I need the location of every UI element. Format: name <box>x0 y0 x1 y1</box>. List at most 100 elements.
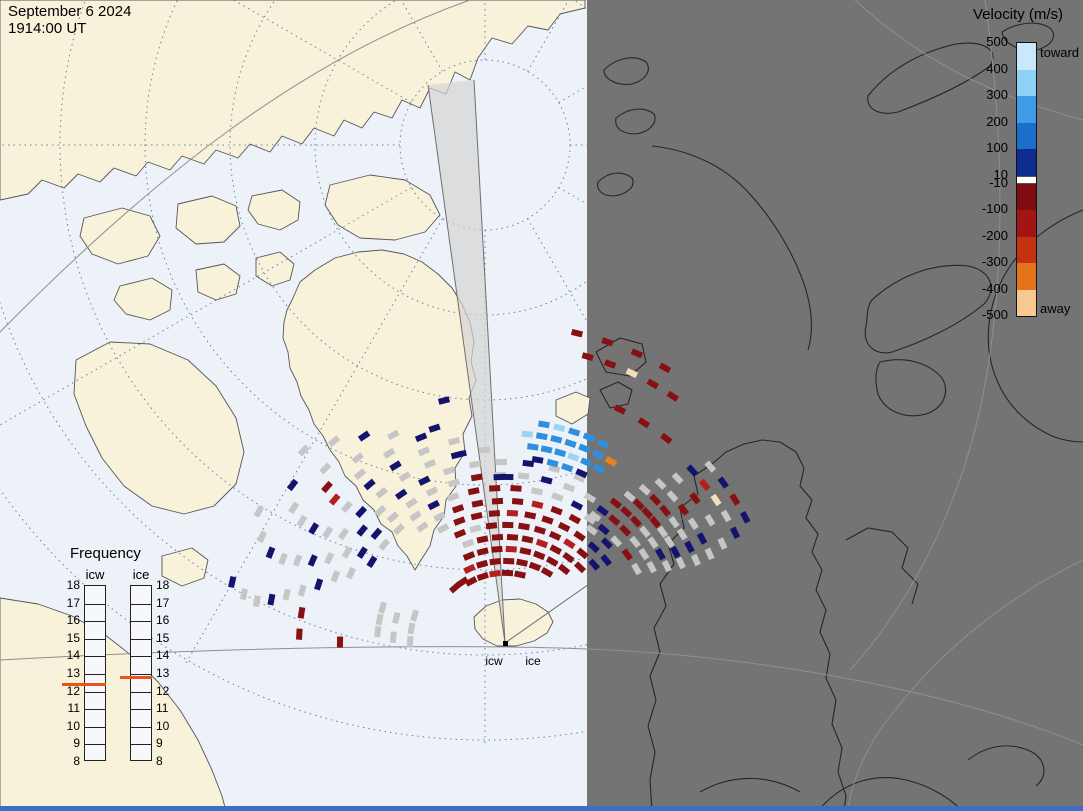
superdarn-velocity-map-screen: icw ice September 6 2024 1914:00 UT Velo… <box>0 0 1083 811</box>
frequency-marker-icw <box>62 683 106 686</box>
frequency-ladder-icw <box>84 585 106 761</box>
echo-cell <box>337 637 343 648</box>
ladder-rung <box>131 727 151 728</box>
ladder-rung <box>131 604 151 605</box>
frequency-tick-label: 18 <box>156 580 180 590</box>
echo-cell <box>479 447 491 454</box>
colorbar-segment <box>1017 149 1036 176</box>
date-label: September 6 2024 <box>8 3 131 20</box>
echo-cell <box>390 632 397 643</box>
radar-label-icw: icw <box>485 654 503 668</box>
frequency-tick-label: 8 <box>56 756 80 766</box>
velocity-tick-label: -10 <box>940 177 1008 189</box>
echo-cell <box>489 485 500 492</box>
echo-cell <box>518 472 530 479</box>
frequency-tick-label: 12 <box>56 686 80 696</box>
frequency-tick-label: 11 <box>156 703 180 713</box>
colorbar-segment <box>1017 70 1036 97</box>
frequency-tick-label: 14 <box>56 650 80 660</box>
velocity-tick-label: -100 <box>940 203 1008 215</box>
velocity-tick-label: -300 <box>940 256 1008 268</box>
frequency-tick-label: 13 <box>56 668 80 678</box>
frequency-tick-label: 15 <box>156 633 180 643</box>
away-label: away <box>1040 301 1070 316</box>
colorbar-segment <box>1017 210 1036 237</box>
echo-cell <box>407 636 413 647</box>
colorbar-segment <box>1017 43 1036 70</box>
echo-cell <box>486 522 498 529</box>
echo-cell <box>296 629 303 640</box>
echo-cell <box>502 570 513 576</box>
velocity-tick-label: 400 <box>940 63 1008 75</box>
bottom-frame-line <box>0 806 1083 811</box>
frequency-column-label-ice: ice <box>124 567 158 582</box>
echo-cell <box>496 459 507 465</box>
velocity-tick-label: 100 <box>940 142 1008 154</box>
colorbar-segment <box>1017 96 1036 123</box>
echo-cell <box>506 546 517 553</box>
toward-label: toward <box>1040 45 1079 60</box>
colorbar-zero-gap <box>1017 176 1036 184</box>
velocity-legend-title: Velocity (m/s) <box>973 6 1063 23</box>
ladder-rung <box>85 692 105 693</box>
frequency-legend-title: Frequency <box>70 545 141 562</box>
echo-cell <box>502 474 513 480</box>
echo-cell <box>510 485 521 492</box>
frequency-tick-label: 17 <box>156 598 180 608</box>
colorbar-segment <box>1017 237 1036 264</box>
frequency-tick-label: 9 <box>156 738 180 748</box>
frequency-tick-label: 13 <box>156 668 180 678</box>
velocity-tick-label: 500 <box>940 36 1008 48</box>
velocity-tick-label: -200 <box>940 230 1008 242</box>
frequency-marker-ice <box>120 676 152 679</box>
ladder-rung <box>131 656 151 657</box>
velocity-tick-label: 300 <box>940 89 1008 101</box>
ladder-rung <box>85 674 105 675</box>
ladder-rung <box>131 621 151 622</box>
frequency-tick-label: 10 <box>56 721 80 731</box>
frequency-tick-label: 8 <box>156 756 180 766</box>
frequency-tick-label: 11 <box>56 703 80 713</box>
velocity-tick-label: -400 <box>940 283 1008 295</box>
ladder-rung <box>85 744 105 745</box>
echo-cell <box>374 626 381 638</box>
frequency-tick-label: 12 <box>156 686 180 696</box>
radar-site-marker <box>503 641 508 646</box>
frequency-column-label-icw: icw <box>78 567 112 582</box>
echo-cell <box>512 498 523 505</box>
frequency-tick-label: 9 <box>56 738 80 748</box>
velocity-colorbar-ticks: 50040030020010010-10-100-200-300-400-500 <box>940 42 1012 315</box>
velocity-tick-label: 200 <box>940 116 1008 128</box>
colorbar-segment <box>1017 184 1036 211</box>
time-label: 1914:00 UT <box>8 20 131 37</box>
echo-cell <box>507 510 518 517</box>
echo-cell <box>489 510 500 517</box>
echo-cell <box>503 558 514 564</box>
frequency-tick-label: 18 <box>56 580 80 590</box>
ladder-rung <box>131 639 151 640</box>
ladder-rung <box>131 744 151 745</box>
frequency-tick-label: 16 <box>56 615 80 625</box>
ladder-rung <box>131 709 151 710</box>
echo-cell <box>492 498 503 505</box>
echo-cell <box>521 431 533 438</box>
colorbar-segment <box>1017 263 1036 290</box>
echo-cell <box>492 534 503 541</box>
frequency-tick-label: 15 <box>56 633 80 643</box>
ladder-rung <box>85 709 105 710</box>
frequency-legend: Frequency icw18171615141312111098ice1817… <box>56 545 196 795</box>
ladder-rung <box>85 639 105 640</box>
frequency-tick-label: 10 <box>156 721 180 731</box>
frequency-tick-label: 16 <box>156 615 180 625</box>
ladder-rung <box>85 604 105 605</box>
echo-cell <box>491 546 502 553</box>
frequency-tick-label: 14 <box>156 650 180 660</box>
ladder-rung <box>85 656 105 657</box>
echo-cell <box>489 558 501 565</box>
datetime-block: September 6 2024 1914:00 UT <box>8 3 131 37</box>
ladder-rung <box>131 692 151 693</box>
echo-cell <box>507 534 518 541</box>
colorbar-segment <box>1017 290 1036 317</box>
frequency-tick-label: 17 <box>56 598 80 608</box>
colorbar-segment <box>1017 123 1036 150</box>
